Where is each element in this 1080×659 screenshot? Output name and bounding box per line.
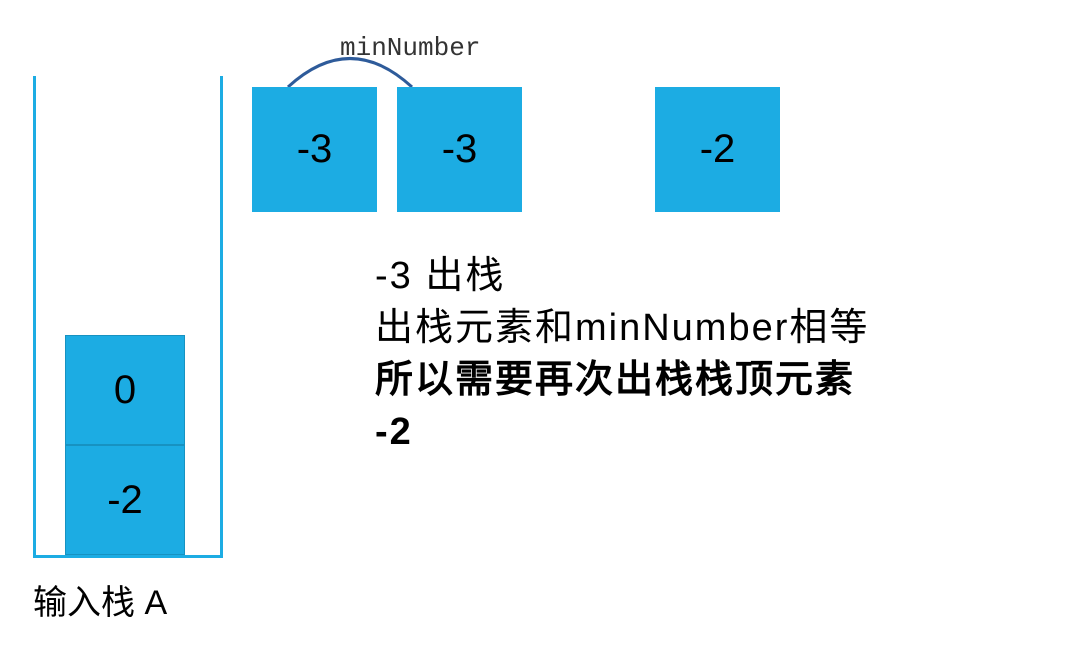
explanation-text: -3 出栈出栈元素和minNumber相等所以需要再次出栈栈顶元素-2: [375, 250, 869, 458]
explanation-line: 出栈元素和minNumber相等: [375, 302, 869, 354]
explanation-line: -2: [375, 406, 869, 458]
popped-box: -3: [252, 87, 377, 212]
popped-box: -2: [655, 87, 780, 212]
popped-box: -3: [397, 87, 522, 212]
explanation-line: -3 出栈: [375, 250, 869, 302]
arc-path: [288, 59, 412, 88]
explanation-line: 所以需要再次出栈栈顶元素: [375, 354, 869, 406]
